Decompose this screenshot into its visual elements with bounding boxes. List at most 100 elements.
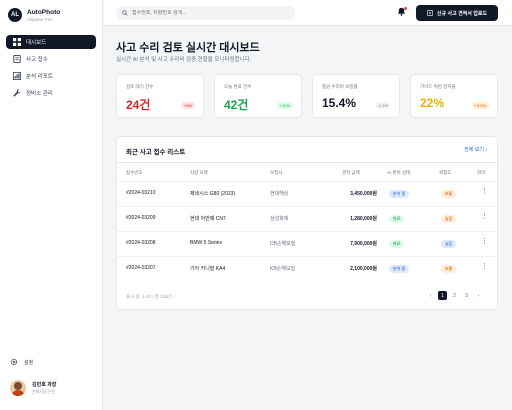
brand[interactable]: AL AutoPhoto Adjuster Pro [8,8,60,22]
claim-id[interactable]: #2024-03207 [126,265,156,271]
estimate-amount: 7,900,000원 [350,241,377,247]
upload-estimate-button[interactable]: 신규 사고 견적서 업로드 [416,5,498,21]
column-header[interactable]: 위험도 [439,170,452,175]
stat-label: 오늘 완료 건수 [224,84,252,89]
column-header[interactable]: 보험사 [270,170,283,175]
page-subtitle: 실시간 AI 분석 및 사고 수리비 검증 현황을 모니터링합니다. [116,57,252,63]
more-options-icon[interactable]: ⋮ [481,263,488,270]
pagination: ‹ 1 2 3 › [423,291,483,300]
avatar [10,380,26,396]
stat-label: 가이드 위반 감지율 [420,84,456,89]
topbar: 신규 사고 견적서 업로드 [104,0,512,26]
sidebar-item-label: 정비소 관리 [26,91,53,97]
more-options-icon[interactable]: ⋮ [481,188,488,195]
notification-button[interactable] [397,7,407,17]
table-row[interactable]: #2024-03210 제네시스 G80 (2023) 현대해상 3,450,000원… [117,181,497,204]
vehicle-model: 제네시스 G80 (2023) [190,191,236,197]
grid-icon [12,38,21,47]
list-title: 최근 사고 접수 리스트 [126,149,186,156]
search-input[interactable] [132,10,282,16]
sidebar-item-label: 분석 리포트 [26,74,53,80]
user-role: 손해사정 전문 [32,389,56,394]
stat-value: 24건 [126,98,151,112]
estimate-amount: 2,100,000원 [350,266,377,272]
vehicle-model: 현대 아반떼 CN7 [190,216,226,222]
upload-button-label: 신규 사고 견적서 업로드 [436,10,488,17]
stat-label: 평균 수리비 보정률 [322,84,358,89]
notification-dot [404,7,407,10]
risk-badge: 보통 [441,190,457,198]
stat-value: 15.4% [322,96,357,110]
sidebar-item-reports[interactable]: 분석 리포트 [6,69,96,83]
brand-subtitle: Adjuster Pro [27,16,52,22]
insurer: DB손해보험 [270,241,296,247]
stat-badge: -1.2% [374,102,391,109]
brand-name: AutoPhoto [27,8,61,16]
search-bar[interactable] [116,6,295,20]
ai-status-badge: 완료 [389,240,405,248]
recent-claims-card: 최근 사고 접수 리스트 전체 보기 › 접수번호 차량 모델 보험사 견적 금… [116,136,498,310]
stat-card-violation-rate[interactable]: 가이드 위반 감지율 22% +3.5% [410,74,498,118]
table-row[interactable]: #2024-03209 현대 아반떼 CN7 삼성화재 1,280,000원 완료 높음 ⋮ [117,206,497,229]
stat-label: 검토 대기 건수 [126,84,154,89]
view-all-link[interactable]: 전체 보기 › [464,147,487,153]
wrench-icon [12,89,21,98]
claim-id[interactable]: #2024-03208 [126,240,156,246]
search-icon [122,10,128,16]
insurer: KB손해보험 [270,266,296,272]
sidebar-nav: 대시보드 사고 접수 분석 리포트 정비소 관리 [6,35,96,103]
estimate-amount: 3,450,000원 [350,191,377,197]
page-button[interactable]: 1 [438,291,447,300]
stat-card-completed[interactable]: 오늘 완료 건수 42건 +12% [214,74,302,118]
chart-icon [12,72,21,81]
risk-badge: 보통 [441,265,457,273]
settings-label: 설정 [24,359,34,366]
pagination-summary: 표시 중: 1-10 / 총 128건 [126,294,172,299]
vehicle-model: 기아 카니발 KA4 [190,266,226,272]
page-button[interactable]: 3 [465,292,468,299]
stat-value: 22% [420,96,445,110]
stat-badge: +12% [276,102,293,109]
page-button[interactable]: 2 [453,292,456,299]
column-header[interactable]: AI 판독 상태 [387,170,411,175]
risk-badge: 높음 [441,215,457,223]
stat-card-correction-rate[interactable]: 평균 수리비 보정률 15.4% -1.2% [312,74,400,118]
prev-page-button[interactable]: ‹ [429,292,432,299]
column-header[interactable]: 차량 모델 [190,170,208,175]
more-options-icon[interactable]: ⋮ [481,213,488,220]
sidebar-item-garages[interactable]: 정비소 관리 [6,86,96,100]
stat-value: 42건 [224,98,249,112]
sidebar-item-claims[interactable]: 사고 접수 [6,52,96,66]
stat-badge: +5% [180,102,195,109]
vehicle-model: BMW 5 Series [190,240,222,246]
ai-status-badge: 분석 중 [389,265,410,273]
table-row[interactable]: #2024-03207 기아 카니발 KA4 KB손해보험 2,100,000원 분석 … [117,256,497,279]
ai-status-badge: 완료 [389,215,405,223]
column-header: 관리 [477,170,486,175]
stat-badge: +3.5% [471,102,489,109]
column-header[interactable]: 견적 금액 [342,170,360,175]
claim-id[interactable]: #2024-03210 [126,190,156,196]
claim-id[interactable]: #2024-03209 [126,215,156,221]
table-row[interactable]: #2024-03208 BMW 5 Series DB손해보험 7,900,000원 완… [117,231,497,254]
document-icon [12,55,21,64]
page-title: 사고 수리 검토 실시간 대시보드 [116,42,260,54]
column-header[interactable]: 접수번호 [126,170,143,175]
sidebar-item-dashboard[interactable]: 대시보드 [6,35,96,49]
settings-link[interactable]: 설정 [10,358,33,366]
table-header: 접수번호 차량 모델 보험사 견적 금액 AI 판독 상태 위험도 관리 [117,170,497,179]
sidebar: AL AutoPhoto Adjuster Pro 대시보드 사고 접수 분석 … [0,0,103,410]
sidebar-item-label: 대시보드 [26,40,47,46]
user-profile[interactable]: 김민호 과장 손해사정 전문 [10,380,56,396]
risk-badge: 낮음 [441,240,457,248]
next-page-button[interactable]: › [477,292,480,299]
stat-card-pending[interactable]: 검토 대기 건수 24건 +5% [116,74,204,118]
divider [117,162,497,163]
more-options-icon[interactable]: ⋮ [481,238,488,245]
logo-icon: AL [8,8,22,22]
insurer: 현대해상 [270,191,289,197]
estimate-amount: 1,280,000원 [350,216,377,222]
user-name: 김민호 과장 [32,382,57,388]
ai-status-badge: 분석 중 [389,190,410,198]
bell-icon [397,7,406,16]
